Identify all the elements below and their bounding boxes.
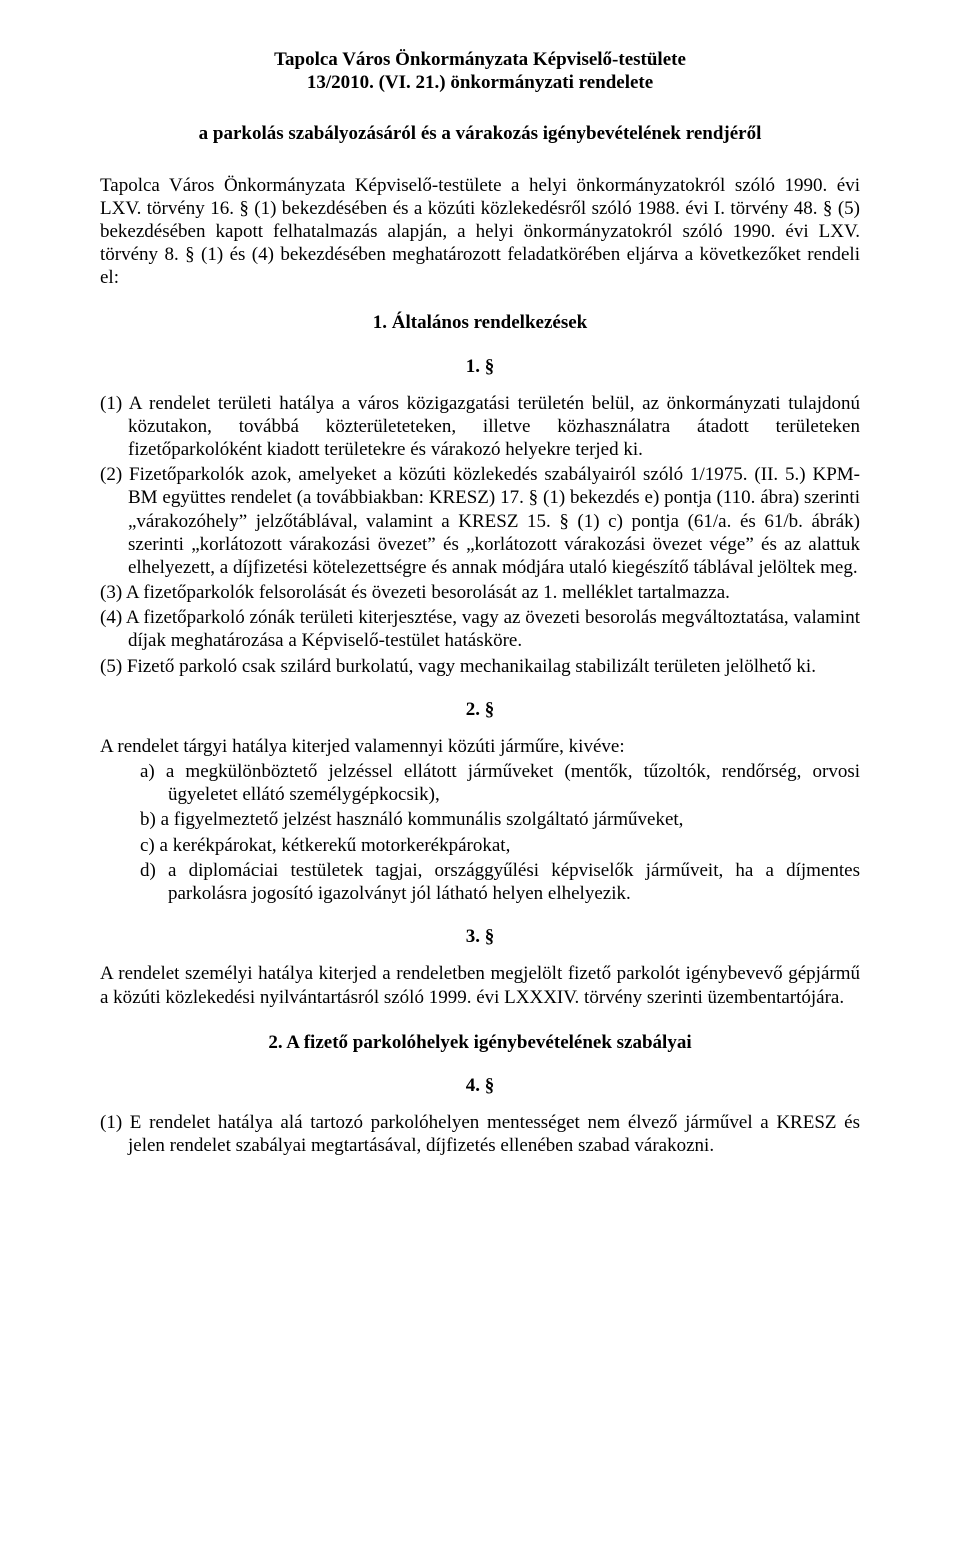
- doc-subtitle: a parkolás szabályozásáról és a várakozá…: [100, 122, 860, 145]
- s1-para-3: (3) A fizetőparkolók felsorolását és öve…: [100, 581, 860, 604]
- s2-item-d: d) a diplomáciai testületek tagjai, orsz…: [100, 859, 860, 905]
- s2-item-b: b) a figyelmeztető jelzést használó komm…: [100, 808, 860, 831]
- section-2-number: 2. §: [100, 698, 860, 721]
- s1-para-5: (5) Fizető parkoló csak szilárd burkolat…: [100, 655, 860, 678]
- s2-lead: A rendelet tárgyi hatálya kiterjed valam…: [100, 735, 860, 758]
- section-1-heading: 1. Általános rendelkezések: [100, 311, 860, 334]
- s2-item-c: c) a kerékpárokat, kétkerekű motorkerékp…: [100, 834, 860, 857]
- section-2-heading: 2. A fizető parkolóhelyek igénybevételén…: [100, 1031, 860, 1054]
- s4-para-1: (1) E rendelet hatálya alá tartozó parko…: [100, 1111, 860, 1157]
- document-page: Tapolca Város Önkormányzata Képviselő-te…: [0, 0, 960, 1542]
- s3-para: A rendelet személyi hatálya kiterjed a r…: [100, 962, 860, 1008]
- title-line-2: 13/2010. (VI. 21.) önkormányzati rendele…: [100, 71, 860, 94]
- doc-title: Tapolca Város Önkormányzata Képviselő-te…: [100, 48, 860, 94]
- s1-para-2: (2) Fizetőparkolók azok, amelyeket a köz…: [100, 463, 860, 579]
- title-line-1: Tapolca Város Önkormányzata Képviselő-te…: [100, 48, 860, 71]
- section-4-number: 4. §: [100, 1074, 860, 1097]
- s1-para-1: (1) A rendelet területi hatálya a város …: [100, 392, 860, 462]
- section-3-number: 3. §: [100, 925, 860, 948]
- section-1-number: 1. §: [100, 355, 860, 378]
- intro-paragraph: Tapolca Város Önkormányzata Képviselő-te…: [100, 174, 860, 290]
- s1-para-4: (4) A fizetőparkoló zónák területi kiter…: [100, 606, 860, 652]
- s2-item-a: a) a megkülönböztető jelzéssel ellátott …: [100, 760, 860, 806]
- s2-list: a) a megkülönböztető jelzéssel ellátott …: [100, 760, 860, 905]
